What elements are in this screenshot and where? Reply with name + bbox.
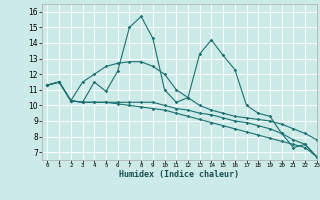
X-axis label: Humidex (Indice chaleur): Humidex (Indice chaleur) — [119, 170, 239, 179]
